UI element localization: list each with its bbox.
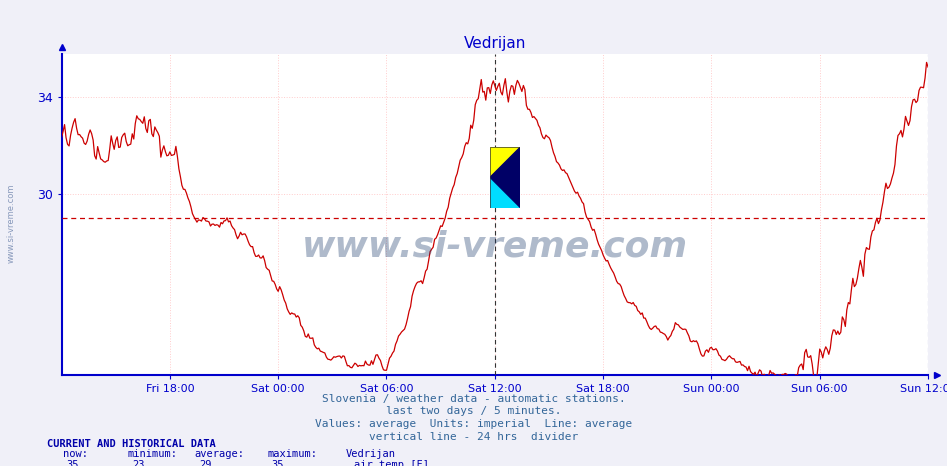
Text: 35: 35 — [272, 460, 284, 466]
Text: last two days / 5 minutes.: last two days / 5 minutes. — [385, 406, 562, 416]
Text: 23: 23 — [133, 460, 145, 466]
Text: maximum:: maximum: — [267, 449, 317, 459]
Text: www.si-vreme.com: www.si-vreme.com — [7, 184, 16, 263]
Text: CURRENT AND HISTORICAL DATA: CURRENT AND HISTORICAL DATA — [47, 439, 216, 449]
Text: www.si-vreme.com: www.si-vreme.com — [302, 230, 688, 263]
Text: average:: average: — [194, 449, 244, 459]
Text: air temp.[F]: air temp.[F] — [354, 460, 429, 466]
Text: Vedrijan: Vedrijan — [346, 449, 396, 459]
Title: Vedrijan: Vedrijan — [464, 36, 526, 51]
Text: now:: now: — [63, 449, 88, 459]
Text: Slovenia / weather data - automatic stations.: Slovenia / weather data - automatic stat… — [322, 394, 625, 404]
Polygon shape — [491, 177, 521, 208]
Text: minimum:: minimum: — [128, 449, 178, 459]
Text: 29: 29 — [199, 460, 211, 466]
Polygon shape — [491, 147, 521, 177]
Text: Values: average  Units: imperial  Line: average: Values: average Units: imperial Line: av… — [314, 419, 633, 429]
Text: vertical line - 24 hrs  divider: vertical line - 24 hrs divider — [369, 432, 578, 441]
Text: 35: 35 — [66, 460, 79, 466]
Polygon shape — [491, 147, 521, 208]
